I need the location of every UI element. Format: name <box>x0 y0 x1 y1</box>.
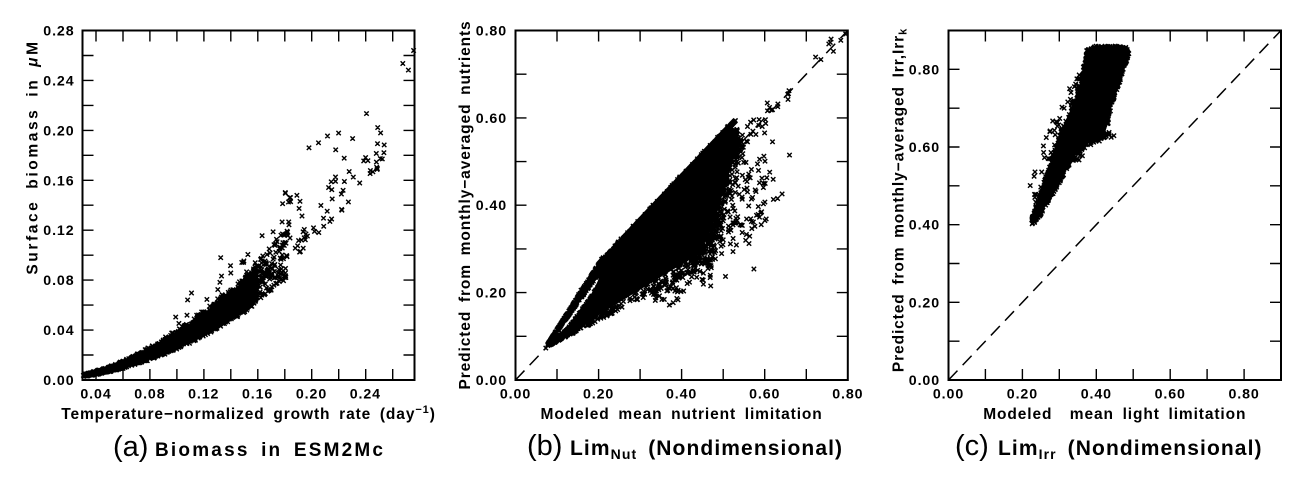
svg-text:0.24: 0.24 <box>350 387 381 403</box>
svg-text:Predicted from monthly−average: Predicted from monthly−averaged Irr,Irrk <box>891 28 910 372</box>
svg-text:0.20: 0.20 <box>909 295 940 311</box>
svg-text:0.40: 0.40 <box>909 218 940 234</box>
svg-text:Biomass in ESM2Mc: Biomass in ESM2Mc <box>155 440 385 461</box>
svg-text:0.00: 0.00 <box>909 373 940 389</box>
svg-text:0.00: 0.00 <box>933 387 964 403</box>
svg-text:0.08: 0.08 <box>134 387 165 403</box>
svg-text:0.12: 0.12 <box>43 223 74 239</box>
svg-text:0.60: 0.60 <box>909 140 940 156</box>
svg-text:Modeled mean nutrient limitati: Modeled mean nutrient limitation <box>541 406 823 423</box>
svg-text:0.80: 0.80 <box>1228 387 1259 403</box>
svg-text:0.00: 0.00 <box>43 373 74 389</box>
svg-text:0.00: 0.00 <box>500 387 531 403</box>
svg-text:0.20: 0.20 <box>43 123 74 139</box>
svg-text:0.80: 0.80 <box>909 62 940 78</box>
svg-text:0.04: 0.04 <box>43 323 74 339</box>
svg-text:0.08: 0.08 <box>43 273 74 289</box>
svg-text:(b): (b) <box>527 430 562 462</box>
svg-text:0.80: 0.80 <box>832 387 863 403</box>
svg-text:0.28: 0.28 <box>43 24 74 40</box>
svg-text:Temperature−normalized growth: Temperature−normalized growth rate (day−… <box>61 404 436 423</box>
svg-text:Predicted from monthly−average: Predicted from monthly−averaged nutrient… <box>457 20 474 389</box>
svg-text:(a): (a) <box>113 431 148 463</box>
svg-text:0.40: 0.40 <box>1081 387 1112 403</box>
svg-text:0.16: 0.16 <box>43 173 74 189</box>
svg-text:0.80: 0.80 <box>476 24 507 40</box>
svg-text:0.12: 0.12 <box>188 387 219 403</box>
svg-text:(c): (c) <box>955 430 989 462</box>
svg-text:0.20: 0.20 <box>476 286 507 302</box>
svg-text:Surface biomass in μM: Surface biomass in μM <box>25 39 42 274</box>
svg-text:0.20: 0.20 <box>296 387 327 403</box>
svg-text:0.60: 0.60 <box>749 387 780 403</box>
svg-text:0.16: 0.16 <box>242 387 273 403</box>
svg-text:Modeled mean light limitation: Modeled mean light limitation <box>983 406 1246 423</box>
svg-text:0.00: 0.00 <box>476 373 507 389</box>
svg-text:0.40: 0.40 <box>666 387 697 403</box>
svg-text:0.40: 0.40 <box>476 198 507 214</box>
svg-text:0.20: 0.20 <box>583 387 614 403</box>
svg-text:0.60: 0.60 <box>476 111 507 127</box>
svg-text:0.60: 0.60 <box>1155 387 1186 403</box>
svg-text:0.04: 0.04 <box>80 387 111 403</box>
svg-text:0.24: 0.24 <box>43 73 74 89</box>
svg-text:0.20: 0.20 <box>1007 387 1038 403</box>
svg-text:LimIrr (Nondimensional): LimIrr (Nondimensional) <box>998 437 1263 462</box>
